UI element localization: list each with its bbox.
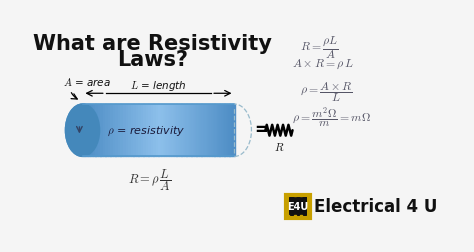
Bar xyxy=(82,105,85,157)
Text: =: = xyxy=(255,121,268,139)
Bar xyxy=(209,105,212,157)
Bar xyxy=(173,105,176,157)
Bar xyxy=(123,105,126,157)
Bar xyxy=(207,105,210,157)
FancyBboxPatch shape xyxy=(286,195,310,218)
Bar xyxy=(156,105,159,157)
Bar xyxy=(191,105,194,157)
Bar xyxy=(158,105,161,157)
Bar xyxy=(115,105,118,157)
Bar xyxy=(110,105,113,157)
Text: E4U: E4U xyxy=(287,202,309,212)
Bar xyxy=(214,105,217,157)
Bar xyxy=(186,105,189,157)
Bar xyxy=(141,105,144,157)
Bar xyxy=(199,105,202,157)
Text: Laws?: Laws? xyxy=(117,49,188,69)
Bar xyxy=(196,105,200,157)
Bar xyxy=(103,105,106,157)
Bar xyxy=(92,105,96,157)
Bar xyxy=(98,105,100,157)
Bar xyxy=(181,105,184,157)
Text: $L$ = length: $L$ = length xyxy=(130,78,187,92)
Bar xyxy=(194,105,197,157)
Bar xyxy=(133,105,136,157)
Bar xyxy=(136,105,138,157)
Bar xyxy=(204,105,207,157)
Bar xyxy=(222,105,225,157)
Ellipse shape xyxy=(65,105,100,157)
Bar xyxy=(88,105,91,157)
Text: What are Resistivity: What are Resistivity xyxy=(33,34,272,54)
Bar xyxy=(138,105,141,157)
Polygon shape xyxy=(59,30,427,224)
Bar xyxy=(229,105,232,157)
Bar xyxy=(161,105,164,157)
Bar xyxy=(85,105,88,157)
Bar xyxy=(90,105,93,157)
Bar xyxy=(131,105,134,157)
Bar xyxy=(164,105,166,157)
Bar xyxy=(227,105,230,157)
Bar xyxy=(169,105,172,157)
Bar xyxy=(118,105,121,157)
Bar xyxy=(95,105,98,157)
Bar xyxy=(166,105,169,157)
Bar xyxy=(179,105,182,157)
Bar xyxy=(143,105,146,157)
Bar xyxy=(105,105,108,157)
Bar xyxy=(148,105,151,157)
Ellipse shape xyxy=(65,105,100,157)
Bar xyxy=(113,105,116,157)
Bar xyxy=(224,105,227,157)
Text: $\rho = \dfrac{m^2\Omega}{m} = m\Omega$: $\rho = \dfrac{m^2\Omega}{m} = m\Omega$ xyxy=(292,105,371,129)
Bar xyxy=(126,105,128,157)
Polygon shape xyxy=(59,30,427,224)
Bar xyxy=(189,105,192,157)
Bar xyxy=(146,105,149,157)
Bar xyxy=(128,105,131,157)
Bar xyxy=(108,105,111,157)
Bar xyxy=(171,105,174,157)
Text: Electrical 4 U: Electrical 4 U xyxy=(314,198,438,216)
Bar xyxy=(219,105,222,157)
Text: $\rho = \dfrac{A \times R}{L}$: $\rho = \dfrac{A \times R}{L}$ xyxy=(300,80,352,104)
Text: $R = \dfrac{\rho L}{A}$: $R = \dfrac{\rho L}{A}$ xyxy=(300,34,338,61)
Bar xyxy=(184,105,187,157)
Text: $A \times R = \rho\, L$: $A \times R = \rho\, L$ xyxy=(292,57,354,70)
Text: $A$ = area: $A$ = area xyxy=(63,76,111,88)
Bar xyxy=(154,105,156,157)
FancyBboxPatch shape xyxy=(289,197,307,216)
Bar xyxy=(151,105,154,157)
Bar xyxy=(120,105,123,157)
Text: $R$: $R$ xyxy=(274,141,284,153)
Text: $\rho$ = resistivity: $\rho$ = resistivity xyxy=(107,124,185,137)
Text: $R = \rho\,\dfrac{L}{A}$: $R = \rho\,\dfrac{L}{A}$ xyxy=(128,166,171,192)
Bar xyxy=(211,105,215,157)
Bar xyxy=(217,105,219,157)
Bar xyxy=(232,105,235,157)
Bar xyxy=(201,105,204,157)
Bar xyxy=(176,105,179,157)
Bar xyxy=(100,105,103,157)
